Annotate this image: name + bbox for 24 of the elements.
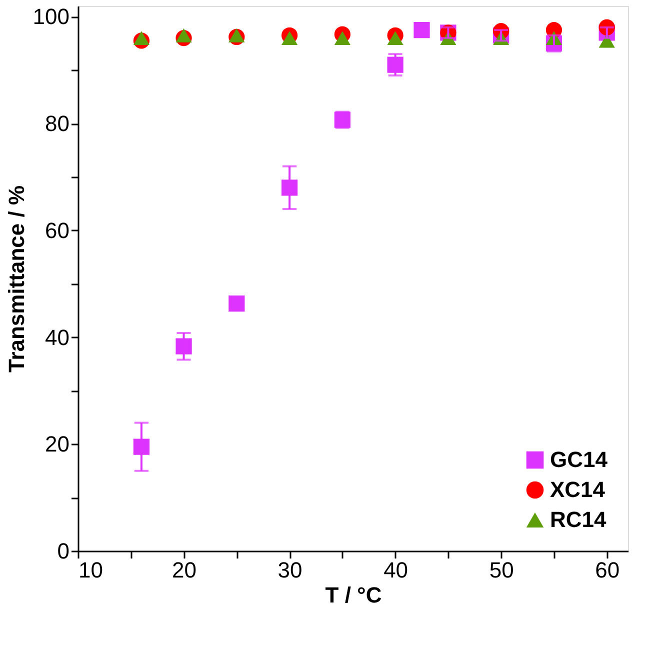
- y-tick-label: 100: [32, 4, 70, 30]
- x-tick-label: 10: [78, 558, 103, 582]
- x-tick-label: 30: [278, 558, 302, 582]
- x-axis-title: T / °C: [325, 582, 382, 608]
- legend-label: XC14: [550, 477, 606, 502]
- y-tick-label: 60: [45, 218, 70, 243]
- x-tick-label: 20: [172, 558, 197, 582]
- x-tick-label: 50: [489, 558, 514, 582]
- y-tick-label: 20: [45, 432, 70, 457]
- y-tick-label: 40: [45, 324, 70, 350]
- point: [387, 56, 404, 73]
- point: [387, 31, 404, 46]
- point: [133, 31, 150, 46]
- point: [228, 28, 245, 42]
- x-tick-label: 60: [595, 558, 620, 582]
- point: [176, 28, 192, 42]
- point: [334, 31, 350, 46]
- y-tick-label: 80: [45, 111, 70, 136]
- legend-label: RC14: [550, 507, 608, 532]
- y-axis-title: Transmittance / %: [4, 185, 29, 373]
- x-tick-label: 40: [384, 558, 408, 582]
- legend-label: GC14: [550, 447, 608, 472]
- point: [281, 31, 298, 46]
- y-tick-label: 0: [57, 538, 70, 564]
